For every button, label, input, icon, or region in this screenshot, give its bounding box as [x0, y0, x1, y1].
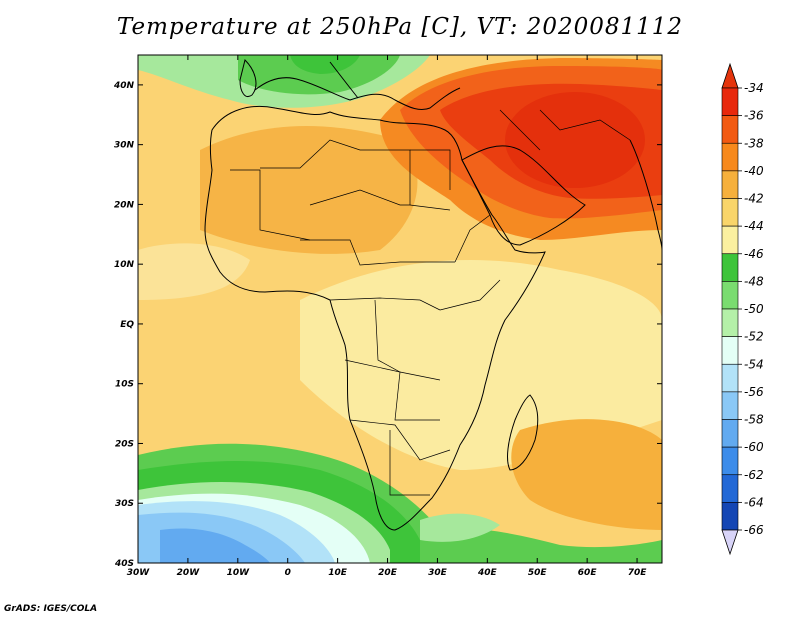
colorbar-segment	[721, 142, 739, 172]
country-borders	[230, 109, 631, 496]
lon-tick-label: 10E	[328, 568, 348, 578]
colorbar-label: -38	[744, 136, 764, 150]
colorbar-segment	[721, 253, 739, 282]
lat-tick-label: 40S	[114, 559, 134, 569]
colorbar-label: -56	[744, 385, 764, 399]
lon-tick-label: 50E	[528, 568, 548, 578]
lat-tick-label: 40N	[113, 81, 135, 91]
colorbar-segment	[721, 308, 739, 337]
colorbar-segment	[721, 225, 739, 255]
latitude-ticks: 40N 30N 20N 10N EQ 10S 20S 30S 40S	[113, 81, 662, 569]
colorbar-label: -34	[744, 81, 764, 95]
colorbar-segment	[721, 419, 739, 448]
longitude-ticks: 30W 20W 10W 0 10E 20E 30E 40E 50E 60E 70E	[127, 55, 647, 578]
colorbar-label: -50	[744, 302, 764, 316]
arabia-coastline	[461, 145, 586, 246]
lon-tick-label: 30E	[428, 568, 448, 578]
colorbar-segment	[721, 363, 739, 393]
lat-tick-label: 30N	[114, 141, 135, 151]
iberia-coastline	[239, 59, 257, 97]
colorbar-segment	[721, 115, 739, 144]
lon-tick-label: 70E	[628, 568, 648, 578]
map-field	[138, 55, 662, 563]
lon-tick-label: 30W	[127, 568, 151, 578]
colorbar-label: -60	[744, 440, 764, 454]
colorbar-top-arrow	[721, 62, 739, 89]
europe-coastline	[254, 77, 461, 111]
lon-tick-label: 40E	[477, 568, 498, 578]
colorbar-label: -48	[744, 274, 764, 288]
lat-tick-label: 20S	[115, 439, 134, 449]
lat-tick-label: 20N	[114, 200, 135, 210]
colorbar-label: -52	[744, 330, 764, 344]
grads-credit: GrADS: IGES/COLA	[4, 604, 98, 614]
colorbar-segment	[721, 198, 739, 227]
lat-tick-label: EQ	[120, 320, 134, 330]
colorbar-label: -44	[744, 219, 764, 233]
map-title: Temperature at 250hPa [C], VT: 202008111…	[116, 14, 684, 40]
madagascar-coastline	[507, 394, 539, 471]
colorbar-label: -40	[744, 164, 764, 178]
lon-tick-label: 20W	[177, 568, 201, 578]
colorbar-label: -58	[744, 413, 764, 427]
colorbar-segment	[721, 446, 739, 476]
lat-tick-label: 10S	[115, 380, 134, 390]
colorbar-segment	[721, 281, 739, 310]
colorbar-segment	[721, 502, 739, 531]
lon-tick-label: 10W	[227, 568, 251, 578]
colorbar-segment	[721, 391, 739, 420]
colorbar-segment	[721, 87, 739, 116]
colorbar-segment	[721, 170, 739, 199]
colorbar: -34 -36 -38 -40 -42 -44 -46 -48 -50 -52 -54 -56 -58 -…	[721, 62, 764, 556]
lat-tick-label: 30S	[115, 499, 134, 509]
africa-coastline	[204, 105, 546, 531]
colorbar-segment	[721, 474, 739, 503]
colorbar-label: -62	[744, 468, 764, 482]
lon-tick-label: 0	[285, 568, 291, 578]
colorbar-segment	[721, 336, 739, 365]
colorbar-label: -36	[744, 109, 764, 123]
colorbar-label: -64	[744, 495, 764, 509]
lat-tick-label: 10N	[114, 260, 135, 270]
lon-tick-label: 20E	[378, 568, 398, 578]
italy-coastline	[329, 61, 359, 99]
colorbar-label: -42	[744, 192, 764, 206]
colorbar-label: -66	[744, 523, 764, 537]
colorbar-label: -46	[744, 247, 764, 261]
lon-tick-label: 60E	[578, 568, 598, 578]
colorbar-label: -54	[744, 357, 764, 371]
colorbar-bottom-arrow	[721, 529, 739, 556]
map-frame	[137, 54, 663, 564]
